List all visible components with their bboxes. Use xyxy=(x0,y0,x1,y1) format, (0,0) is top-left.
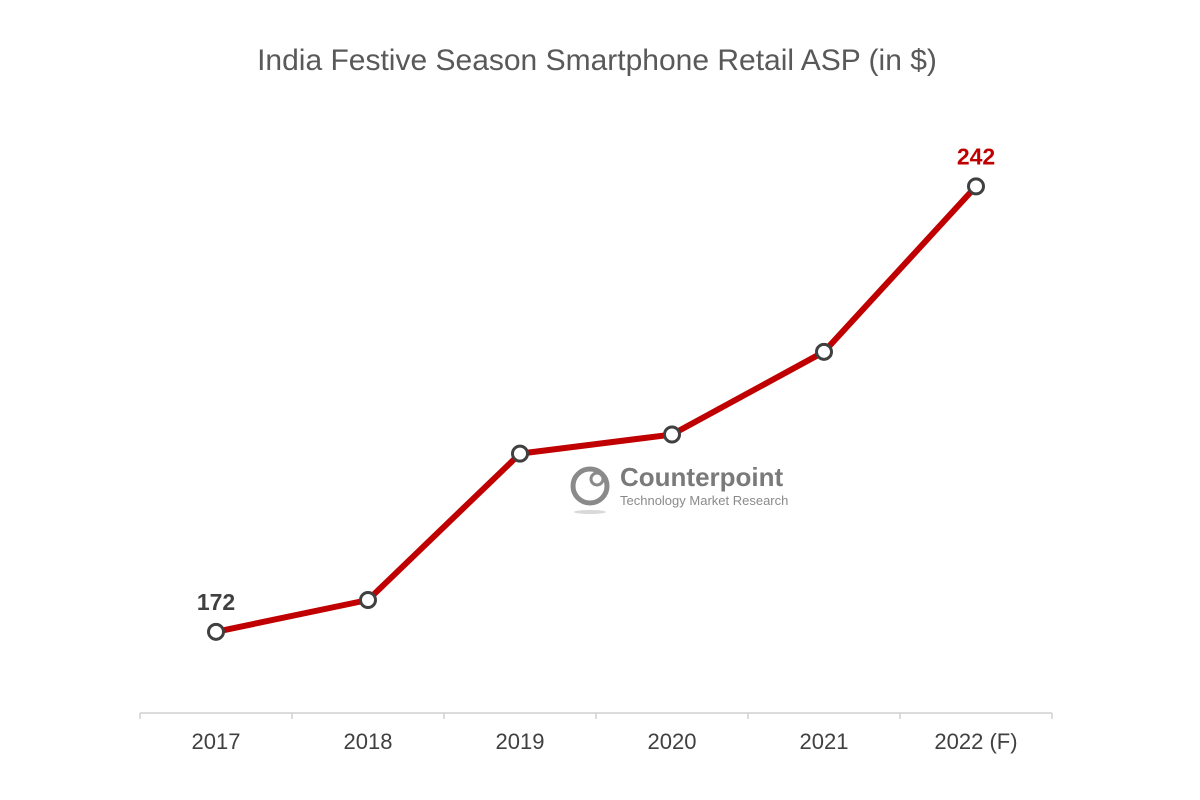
chart-title: India Festive Season Smartphone Retail A… xyxy=(257,44,937,77)
x-tick-label: 2017 xyxy=(192,729,241,754)
x-tick-label: 2018 xyxy=(344,729,393,754)
x-tick-label: 2020 xyxy=(648,729,697,754)
data-label: 242 xyxy=(957,143,995,169)
data-labels-group: 172 242 xyxy=(197,143,995,614)
data-point-marker xyxy=(359,591,377,609)
data-point-marker xyxy=(207,622,225,641)
data-point-marker xyxy=(511,444,529,463)
series-line-group xyxy=(213,183,979,635)
x-tick-label: 2019 xyxy=(496,729,545,754)
watermark-name: Counterpoint xyxy=(620,462,784,492)
x-axis-ticks xyxy=(139,713,1053,719)
x-tick-label: 2021 xyxy=(800,729,849,754)
watermark-tagline: Technology Market Research xyxy=(620,493,788,508)
markers-group xyxy=(207,177,985,641)
x-axis-labels: 2017 2018 2019 2020 2021 2022 (F) xyxy=(192,729,1018,754)
data-point-marker xyxy=(663,425,681,444)
data-point-marker xyxy=(967,177,985,196)
x-tick-label: 2022 (F) xyxy=(934,729,1017,754)
series-line xyxy=(213,183,979,635)
watermark: Counterpoint Technology Market Research xyxy=(570,462,788,514)
counterpoint-logo-icon xyxy=(570,466,610,514)
data-label: 172 xyxy=(197,589,235,615)
data-point-marker xyxy=(815,342,833,361)
